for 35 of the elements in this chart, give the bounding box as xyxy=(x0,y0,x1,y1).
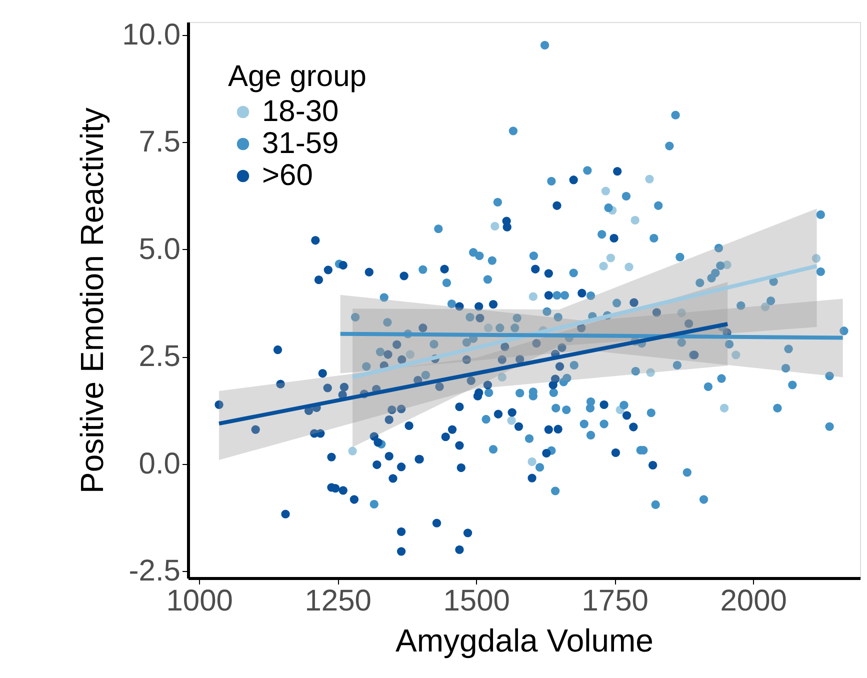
point xyxy=(606,254,616,262)
legend-label: >60 xyxy=(262,159,313,192)
x-tick-label: 1500 xyxy=(443,584,510,618)
y-tick-label: 5.0 xyxy=(138,232,180,266)
x-tick-label: 1250 xyxy=(304,584,372,618)
point xyxy=(528,457,536,466)
point xyxy=(645,174,654,184)
point xyxy=(812,254,821,263)
point xyxy=(624,262,634,272)
point xyxy=(646,368,655,377)
x-tick-label: 2000 xyxy=(720,584,787,618)
x-tick-label: 1750 xyxy=(582,584,648,618)
y-tick-label: 7.5 xyxy=(138,126,180,159)
y-tick-label: 0.0 xyxy=(138,447,180,480)
point xyxy=(720,404,729,412)
point xyxy=(677,308,686,318)
point xyxy=(599,262,608,270)
point xyxy=(348,446,357,456)
point xyxy=(601,186,610,196)
point xyxy=(490,222,500,231)
x-axis-title: Amygdala Volume xyxy=(396,622,654,658)
point xyxy=(498,372,506,382)
point xyxy=(760,302,770,312)
y-tick-label: 10.0 xyxy=(122,18,180,52)
point xyxy=(507,416,516,425)
point xyxy=(732,350,740,360)
legend-label: 18-30 xyxy=(262,95,339,128)
point xyxy=(484,324,493,332)
legend-label: 31-59 xyxy=(262,127,339,160)
point xyxy=(528,292,538,301)
point xyxy=(630,216,640,225)
point xyxy=(406,350,414,359)
y-tick-label: 2.5 xyxy=(138,340,180,374)
y-axis-title: Positive Emotion Reactivity xyxy=(74,108,110,494)
legend-title: Age group xyxy=(228,60,366,93)
